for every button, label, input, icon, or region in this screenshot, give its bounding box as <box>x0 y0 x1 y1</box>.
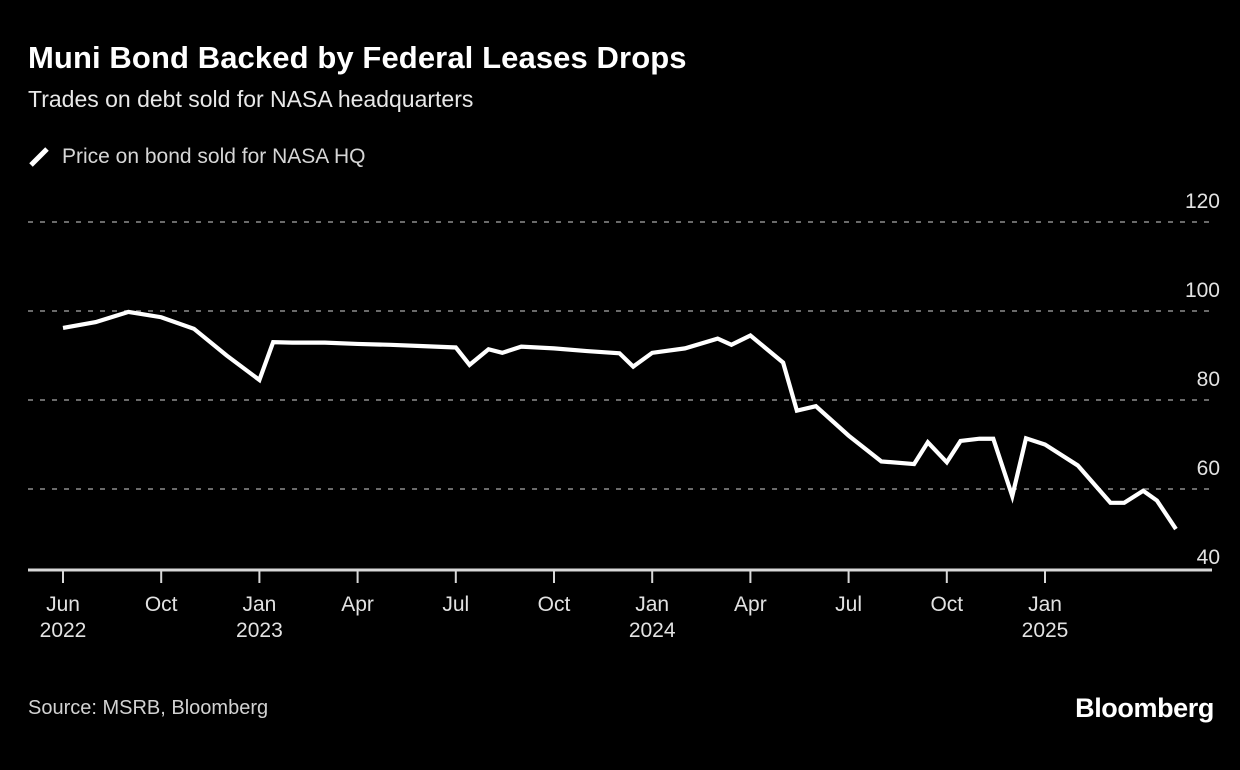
source-note: Source: MSRB, Bloomberg <box>28 697 269 719</box>
x-axis-label: Oct <box>494 592 614 618</box>
x-axis-label-month: Jan <box>635 593 670 616</box>
data-line-price-nasa-hq <box>62 309 1178 531</box>
x-axis-label-year: 2022 <box>39 619 87 642</box>
x-axis-label: Oct <box>101 592 221 618</box>
bloomberg-logo: Bloomberg <box>1075 693 1214 723</box>
x-axis-label: Oct <box>887 592 1007 618</box>
x-axis-label: Apr <box>690 592 810 618</box>
x-axis-label: Jan 2023 <box>199 592 319 644</box>
y-axis-label: 80 <box>1196 368 1220 391</box>
x-axis-label-month: Apr <box>734 593 767 616</box>
x-axis-label-month: Oct <box>537 593 571 616</box>
chart-legend: Price on bond sold for NASA HQ <box>28 142 366 172</box>
y-axis-label: 100 <box>1184 279 1220 302</box>
x-axis-label-month: Jun <box>46 593 80 616</box>
x-axis-label: Jan 2024 <box>592 592 712 644</box>
x-axis-label: Jan 2025 <box>985 592 1105 644</box>
line-segment-icon <box>28 146 50 168</box>
x-axis-label-year: 2024 <box>628 619 676 642</box>
x-axis-label-month: Jul <box>835 593 863 616</box>
x-axis-label: Jul <box>789 592 909 618</box>
x-axis-label-month: Apr <box>341 593 374 616</box>
x-axis-label: Apr <box>298 592 418 618</box>
x-axis-label-year: 2023 <box>236 619 283 642</box>
y-axis-label: 60 <box>1196 457 1220 480</box>
x-axis-label: Jul <box>396 592 516 618</box>
x-axis-label-month: Jan <box>1028 593 1062 616</box>
y-axis-label: 40 <box>1196 546 1220 569</box>
page-title: Muni Bond Backed by Federal Leases Drops <box>28 40 687 75</box>
y-axis-label: 120 <box>1184 190 1220 213</box>
x-axis-label: Jun 2022 <box>3 592 123 644</box>
x-axis-label-month: Jul <box>442 593 470 616</box>
x-axis-label-month: Jan <box>242 593 277 616</box>
x-axis-label-year: 2025 <box>1021 619 1069 642</box>
x-axis-label-month: Oct <box>930 593 964 616</box>
x-axis-label-month: Oct <box>144 593 178 616</box>
page-subtitle: Trades on debt sold for NASA headquarter… <box>28 86 474 112</box>
legend-label: Price on bond sold for NASA HQ <box>62 145 366 168</box>
